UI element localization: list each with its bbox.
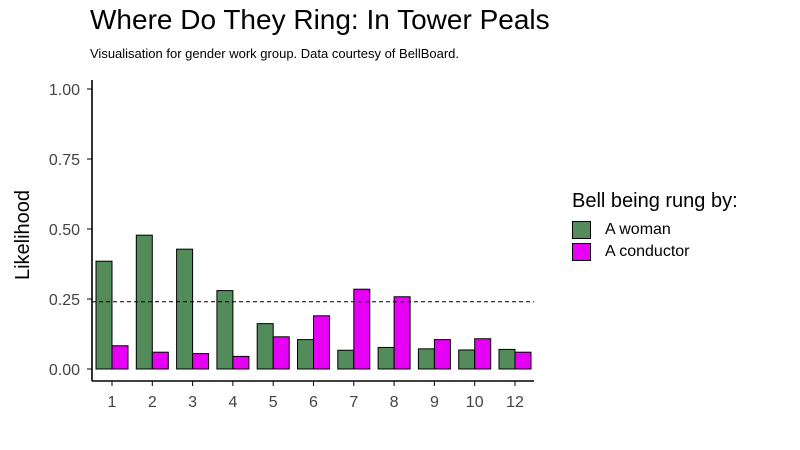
- bar-conductor-3: [192, 353, 210, 370]
- bar-conductor-5: [272, 336, 290, 370]
- legend: Bell being rung by: A woman A conductor: [572, 190, 738, 263]
- chart-subtitle: Visualisation for gender work group. Dat…: [90, 46, 460, 61]
- bar-conductor-4: [232, 355, 250, 370]
- x-tick-label: 4: [228, 394, 237, 411]
- y-tick-label: 0.50: [49, 222, 80, 239]
- bar-woman-8: [377, 346, 395, 370]
- bar-conductor-1: [111, 345, 129, 370]
- x-tick-label: 12: [506, 394, 524, 411]
- bar-woman-1: [95, 260, 113, 370]
- bar-woman-6: [297, 339, 314, 370]
- x-tick-label: 2: [148, 394, 157, 411]
- x-tick-label: 10: [466, 394, 484, 411]
- y-tick-label: 0.25: [49, 292, 80, 309]
- legend-title: Bell being rung by:: [572, 190, 738, 212]
- bar-conductor-12: [514, 351, 532, 370]
- ticks-group: 0.000.250.500.751.001 2 3 4 5 6 7 8 9 10 12: [49, 82, 524, 411]
- y-tick-label: 0.75: [49, 152, 80, 169]
- bar-woman-9: [417, 348, 435, 370]
- legend-swatch-conductor: [572, 243, 591, 261]
- x-tick-label: 9: [430, 394, 439, 411]
- y-tick-label: 1.00: [49, 82, 80, 99]
- bar-conductor-7: [353, 288, 371, 370]
- legend-item-woman: A woman: [572, 219, 738, 241]
- bar-conductor-8: [393, 296, 411, 370]
- bar-conductor-10: [474, 338, 492, 370]
- legend-label-woman: A woman: [605, 221, 671, 238]
- bar-conductor-9: [433, 339, 451, 370]
- x-tick-label: 3: [188, 394, 197, 411]
- legend-item-conductor: A conductor: [572, 241, 738, 263]
- y-axis-label: Likelihood: [12, 190, 34, 280]
- legend-label-conductor: A conductor: [605, 243, 690, 260]
- x-tick-label: 7: [349, 394, 358, 411]
- bar-woman-12: [498, 348, 516, 370]
- bar-conductor-6: [313, 315, 330, 370]
- bar-woman-4: [216, 290, 234, 370]
- y-tick-label: 0.00: [49, 362, 80, 379]
- bar-woman-5: [256, 323, 274, 370]
- chart-title: Where Do They Ring: In Tower Peals: [90, 4, 550, 35]
- bar-woman-10: [458, 349, 476, 370]
- bar-woman-3: [176, 248, 194, 370]
- bar-woman-7: [337, 349, 355, 370]
- bar-conductor-2: [151, 351, 169, 370]
- x-tick-label: 6: [309, 394, 318, 411]
- x-tick-label: 8: [390, 394, 399, 411]
- x-tick-label: 1: [108, 394, 117, 411]
- legend-swatch-woman: [572, 221, 591, 239]
- x-tick-label: 5: [269, 394, 278, 411]
